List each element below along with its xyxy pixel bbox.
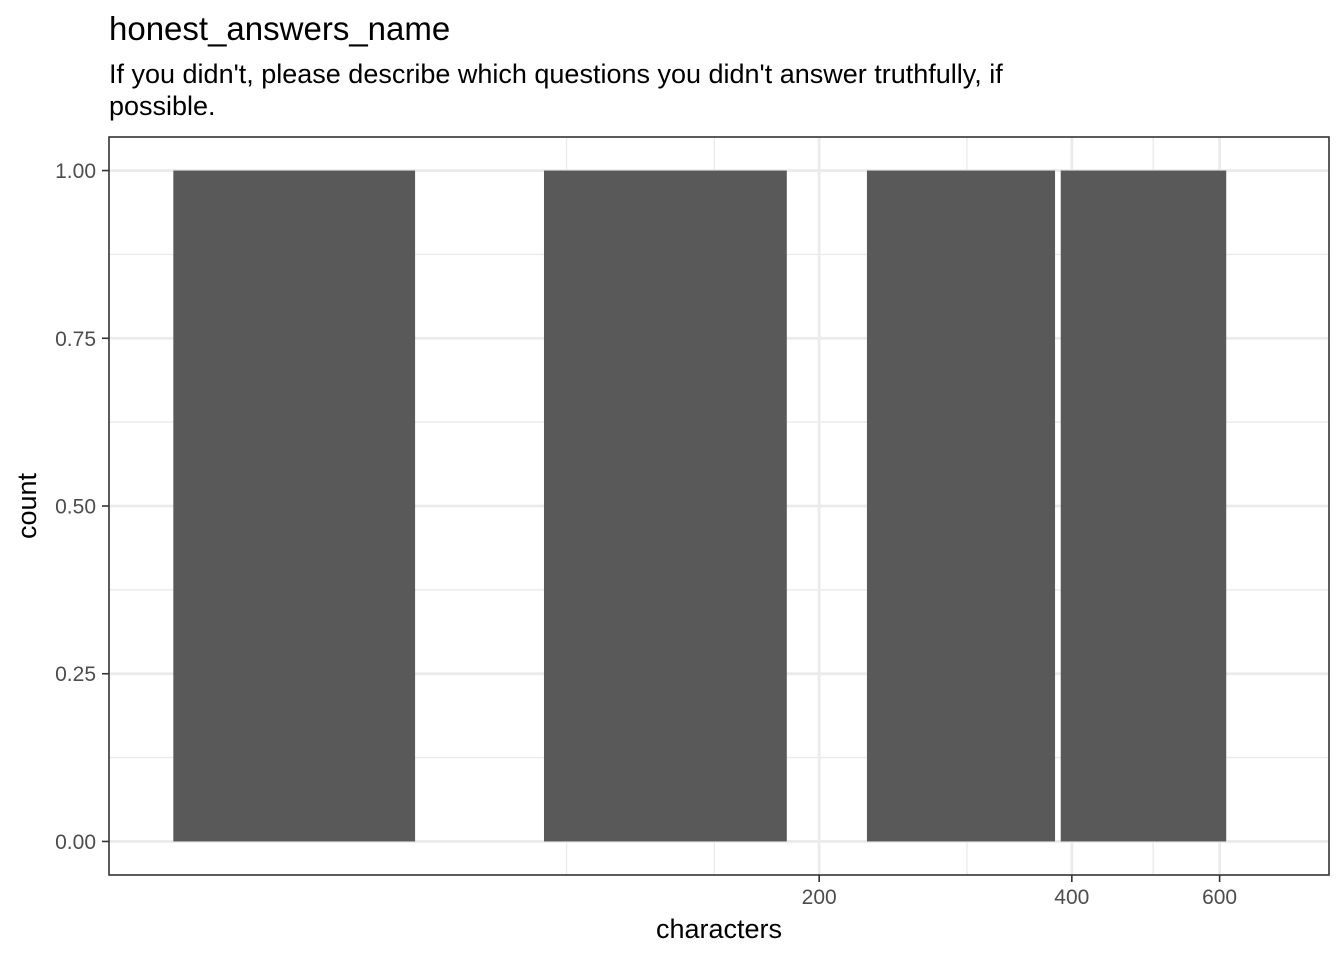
y-tick-label: 0.00 [55, 831, 96, 854]
histogram-bar [866, 170, 1056, 842]
x-axis: 200 400 600 [802, 875, 1237, 909]
chart-title: honest_answers_name [109, 10, 451, 47]
y-tick-label: 0.25 [55, 663, 96, 686]
y-axis-title: count [12, 472, 42, 539]
histogram-bar [173, 170, 416, 842]
bars [173, 170, 1227, 842]
x-axis-title: characters [656, 914, 782, 944]
y-axis: 0.00 0.25 0.50 0.75 1.00 [55, 160, 109, 854]
x-tick-label: 200 [802, 886, 837, 909]
y-tick-label: 1.00 [55, 160, 96, 183]
x-tick-label: 600 [1202, 886, 1237, 909]
chart-subtitle: If you didn't, please describe which que… [109, 59, 1003, 121]
histogram-bar [1060, 170, 1227, 842]
y-tick-label: 0.50 [55, 496, 96, 519]
x-tick-label: 400 [1054, 886, 1089, 909]
y-tick-label: 0.75 [55, 328, 96, 351]
histogram-bar [543, 170, 787, 842]
